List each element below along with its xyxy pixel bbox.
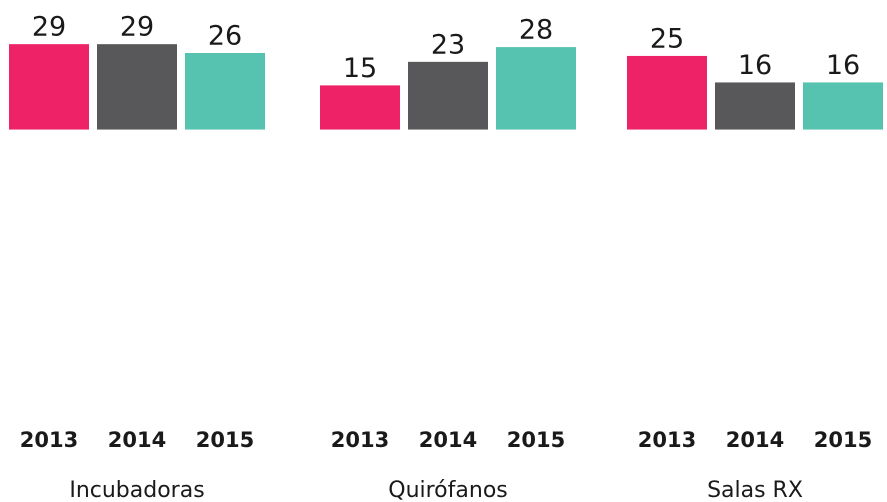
year-label: 2014 — [108, 428, 166, 452]
year-label: 2013 — [20, 428, 78, 452]
category-label: Salas RX — [707, 478, 803, 502]
value-label: 16 — [738, 50, 772, 81]
bar — [320, 85, 400, 130]
bar — [496, 47, 576, 130]
value-label: 16 — [826, 50, 860, 81]
category-label: Quirófanos — [388, 478, 508, 502]
year-label: 2013 — [638, 428, 696, 452]
year-label: 2013 — [331, 428, 389, 452]
value-label: 29 — [32, 12, 66, 43]
bar — [715, 82, 795, 130]
value-label: 15 — [343, 53, 377, 84]
value-label: 23 — [431, 29, 465, 60]
year-label: 2014 — [726, 428, 784, 452]
bar — [627, 55, 707, 130]
value-label: 29 — [120, 12, 154, 43]
year-label: 2015 — [814, 428, 872, 452]
bar — [97, 44, 177, 130]
bar — [9, 44, 89, 130]
bar — [803, 82, 883, 130]
value-label: 26 — [208, 21, 242, 52]
category-label: Incubadoras — [69, 478, 204, 502]
value-label: 28 — [519, 15, 553, 46]
year-label: 2015 — [507, 428, 565, 452]
year-label: 2014 — [419, 428, 477, 452]
value-label: 25 — [650, 23, 684, 54]
bar — [408, 61, 488, 130]
year-label: 2015 — [196, 428, 254, 452]
bar — [185, 53, 265, 130]
